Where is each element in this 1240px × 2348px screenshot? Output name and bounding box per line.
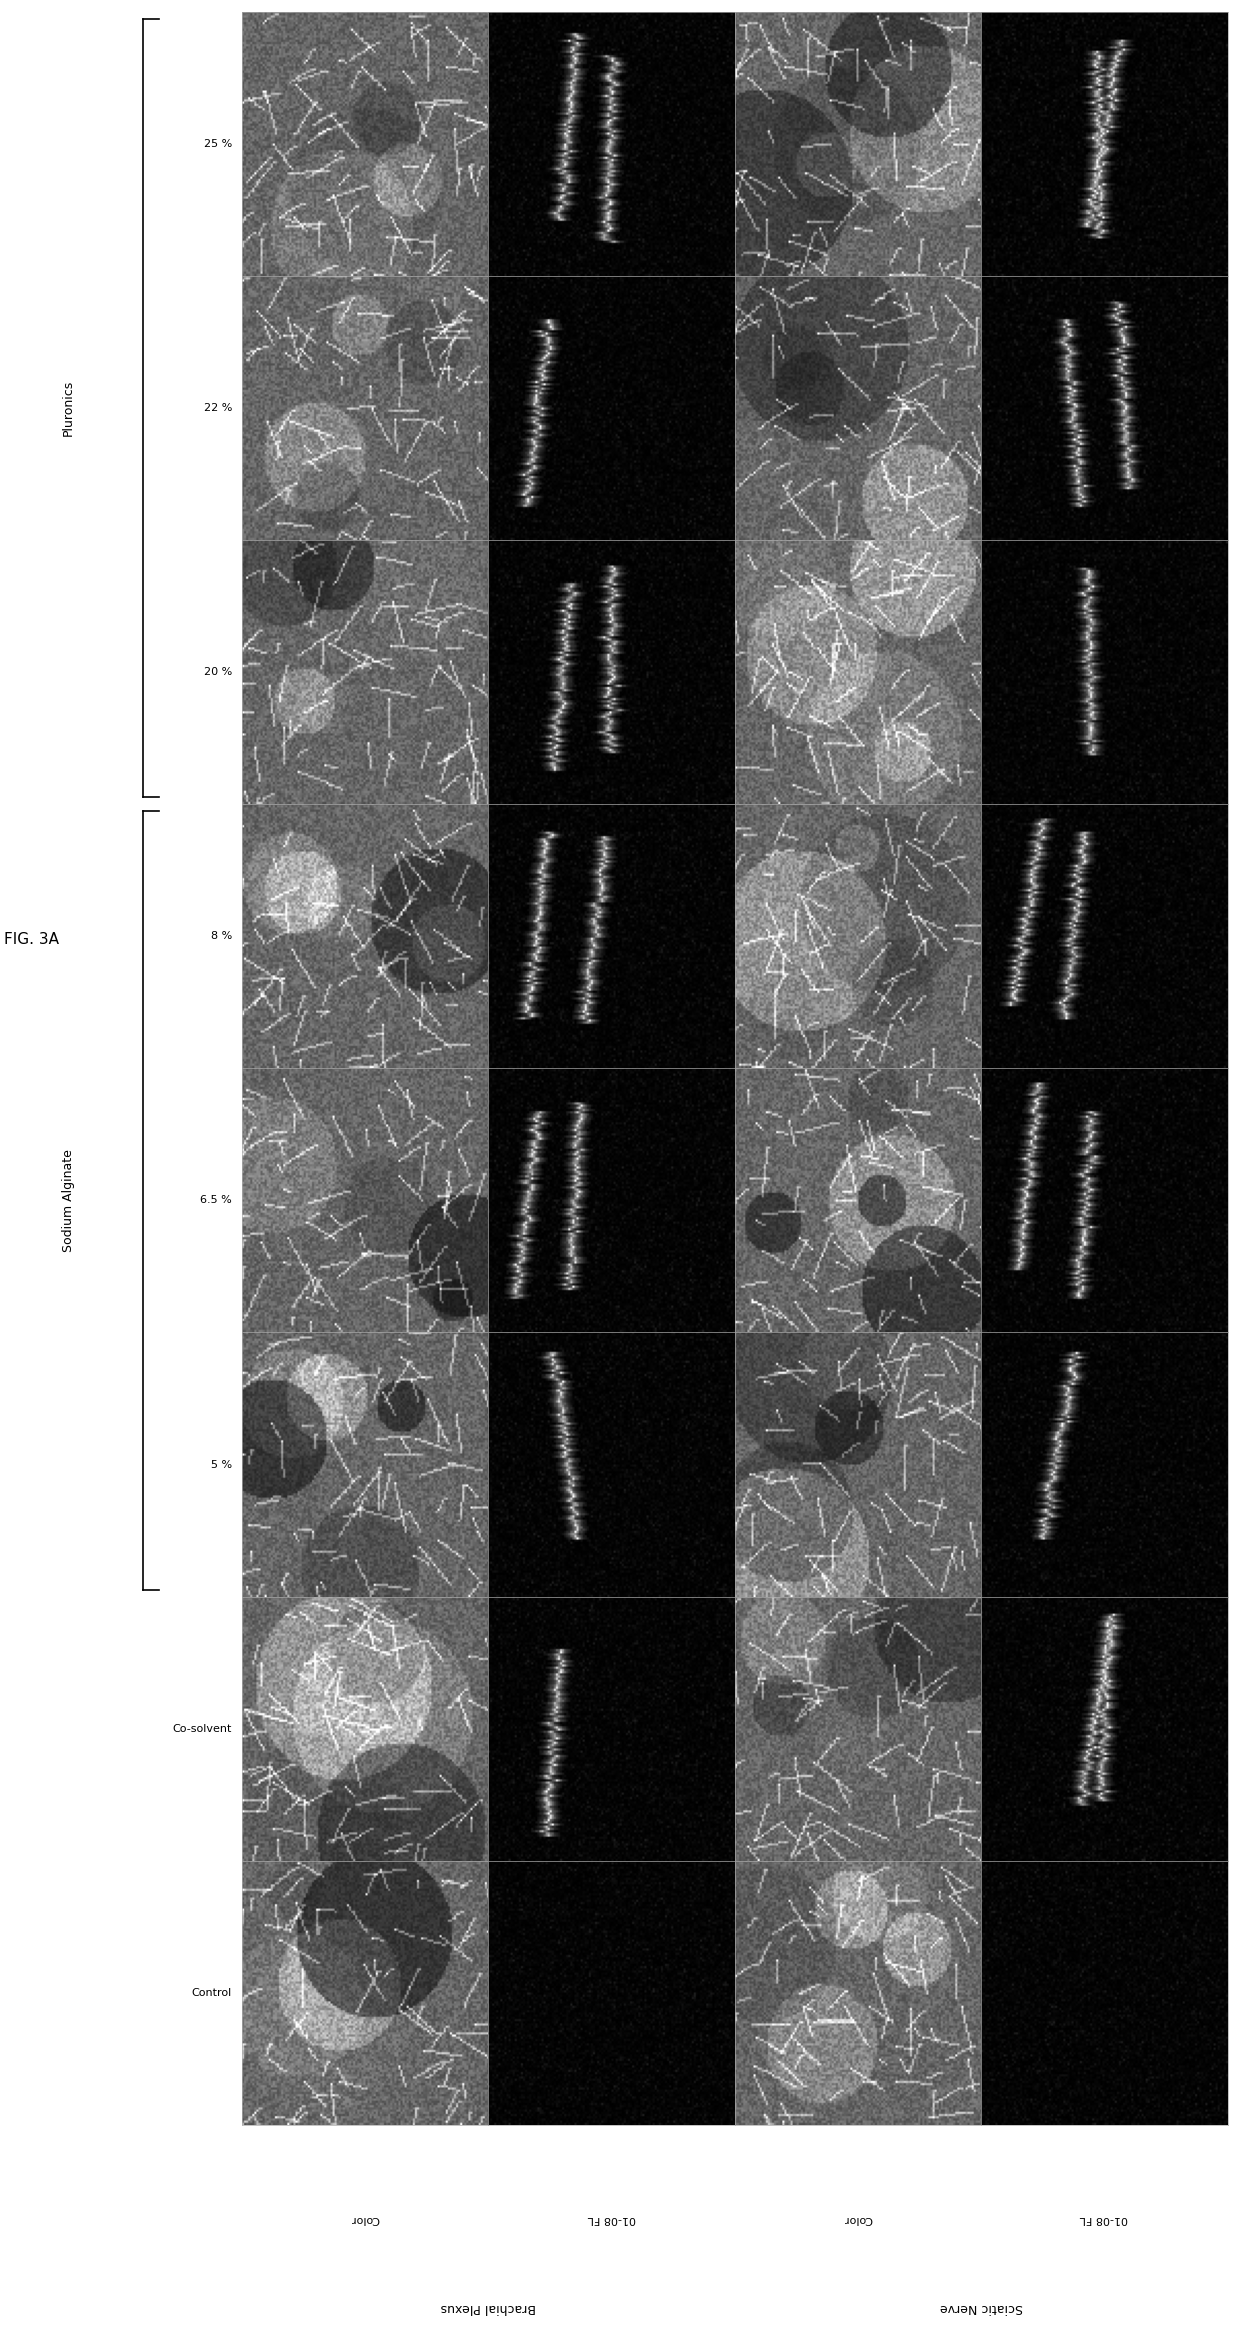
- Text: 20 %: 20 %: [203, 667, 232, 676]
- Text: FIG. 3A: FIG. 3A: [4, 932, 58, 946]
- Text: Sciatic Nerve: Sciatic Nerve: [940, 2301, 1023, 2315]
- Text: Pluronics: Pluronics: [62, 380, 74, 437]
- Text: Brachial Plexus: Brachial Plexus: [440, 2301, 536, 2315]
- Text: 6.5 %: 6.5 %: [200, 1195, 232, 1205]
- Text: Co-solvent: Co-solvent: [172, 1723, 232, 1733]
- Text: 22 %: 22 %: [203, 404, 232, 413]
- Text: Sodium Alginate: Sodium Alginate: [62, 1148, 74, 1251]
- Text: Color: Color: [351, 2214, 379, 2224]
- Text: 8 %: 8 %: [211, 932, 232, 942]
- Text: Control: Control: [192, 1989, 232, 1998]
- Text: 01-08 FL: 01-08 FL: [588, 2214, 636, 2224]
- Text: 5 %: 5 %: [211, 1460, 232, 1470]
- Text: 01-08 FL: 01-08 FL: [1080, 2214, 1128, 2224]
- Text: Color: Color: [843, 2214, 873, 2224]
- Text: 25 %: 25 %: [203, 139, 232, 148]
